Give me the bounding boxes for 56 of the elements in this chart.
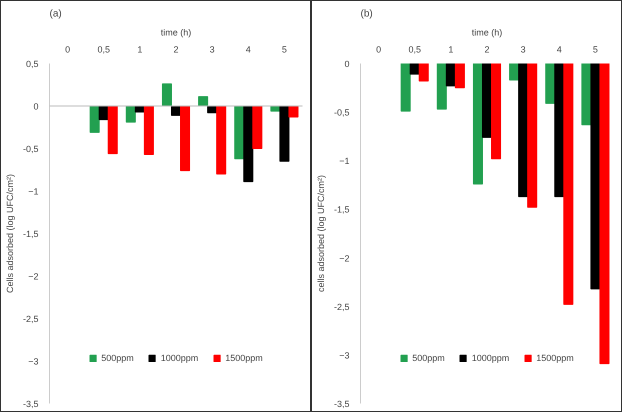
- legend-label: 1500ppm: [225, 353, 263, 363]
- bar: [180, 106, 190, 172]
- x-tick-label: 0,5: [408, 44, 421, 54]
- bar: [288, 106, 298, 118]
- bar: [126, 106, 136, 123]
- bar: [279, 106, 290, 162]
- y-tick-label: -0,5: [334, 108, 350, 118]
- bar: [108, 106, 118, 154]
- y-tick-label: 0: [344, 59, 350, 69]
- bar: [234, 106, 244, 160]
- x-tick-label: 5: [282, 44, 287, 54]
- x-tick-label: 1: [137, 44, 142, 54]
- y-axis-title: cells adsorbed (log UFC/cm²): [316, 174, 326, 292]
- legend-label: 1500ppm: [536, 353, 574, 363]
- x-axis-title: time (h): [160, 28, 192, 38]
- bar: [198, 96, 208, 106]
- x-tick-label: 3: [520, 44, 526, 54]
- y-tick-label: -0,5: [22, 144, 39, 154]
- x-tick-label: 3: [210, 44, 215, 54]
- chart-title: (a): [50, 8, 62, 20]
- y-tick-label: -3,5: [334, 399, 350, 409]
- y-tick-label: 0: [33, 102, 39, 112]
- y-tick-label: -1,5: [22, 229, 39, 239]
- y-tick-label: −1: [28, 186, 39, 196]
- x-tick-label: 4: [556, 44, 562, 54]
- legend-label: 500ppm: [101, 353, 134, 363]
- x-tick-label: 5: [592, 44, 598, 54]
- bar: [162, 83, 172, 106]
- x-tick-label: 1: [448, 44, 454, 54]
- y-tick-label: -2,5: [334, 302, 350, 312]
- chart-title: (b): [360, 8, 373, 20]
- x-tick-label: 2: [173, 44, 179, 54]
- y-tick-label: −3: [28, 356, 39, 366]
- bar: [216, 106, 226, 174]
- x-tick-label: 0,5: [97, 44, 110, 54]
- x-axis-title: time (h): [472, 28, 502, 38]
- x-tick-label: 0: [376, 44, 382, 54]
- x-tick-label: 2: [484, 44, 490, 54]
- y-tick-label: −2: [339, 253, 350, 264]
- bar: [252, 106, 262, 149]
- y-tick-label: 0,5: [26, 59, 39, 69]
- y-tick-label: -1,5: [334, 204, 350, 215]
- y-tick-label: -3,5: [22, 399, 39, 409]
- legend-label: 1000ppm: [160, 353, 198, 363]
- bar: [90, 106, 100, 133]
- x-tick-label: 0: [65, 44, 70, 54]
- y-axis-title: Cells adsorbed (log UFC/cm²): [4, 174, 15, 294]
- x-tick-label: 4: [246, 44, 251, 54]
- legend-label: 1000ppm: [472, 353, 510, 363]
- legend-label: 500ppm: [412, 353, 445, 363]
- y-tick-label: −1: [339, 156, 350, 166]
- y-tick-label: −2: [28, 272, 39, 282]
- y-tick-label: −3: [339, 350, 350, 360]
- bar: [144, 106, 154, 155]
- y-tick-label: -2,5: [22, 314, 39, 324]
- bar: [243, 106, 254, 182]
